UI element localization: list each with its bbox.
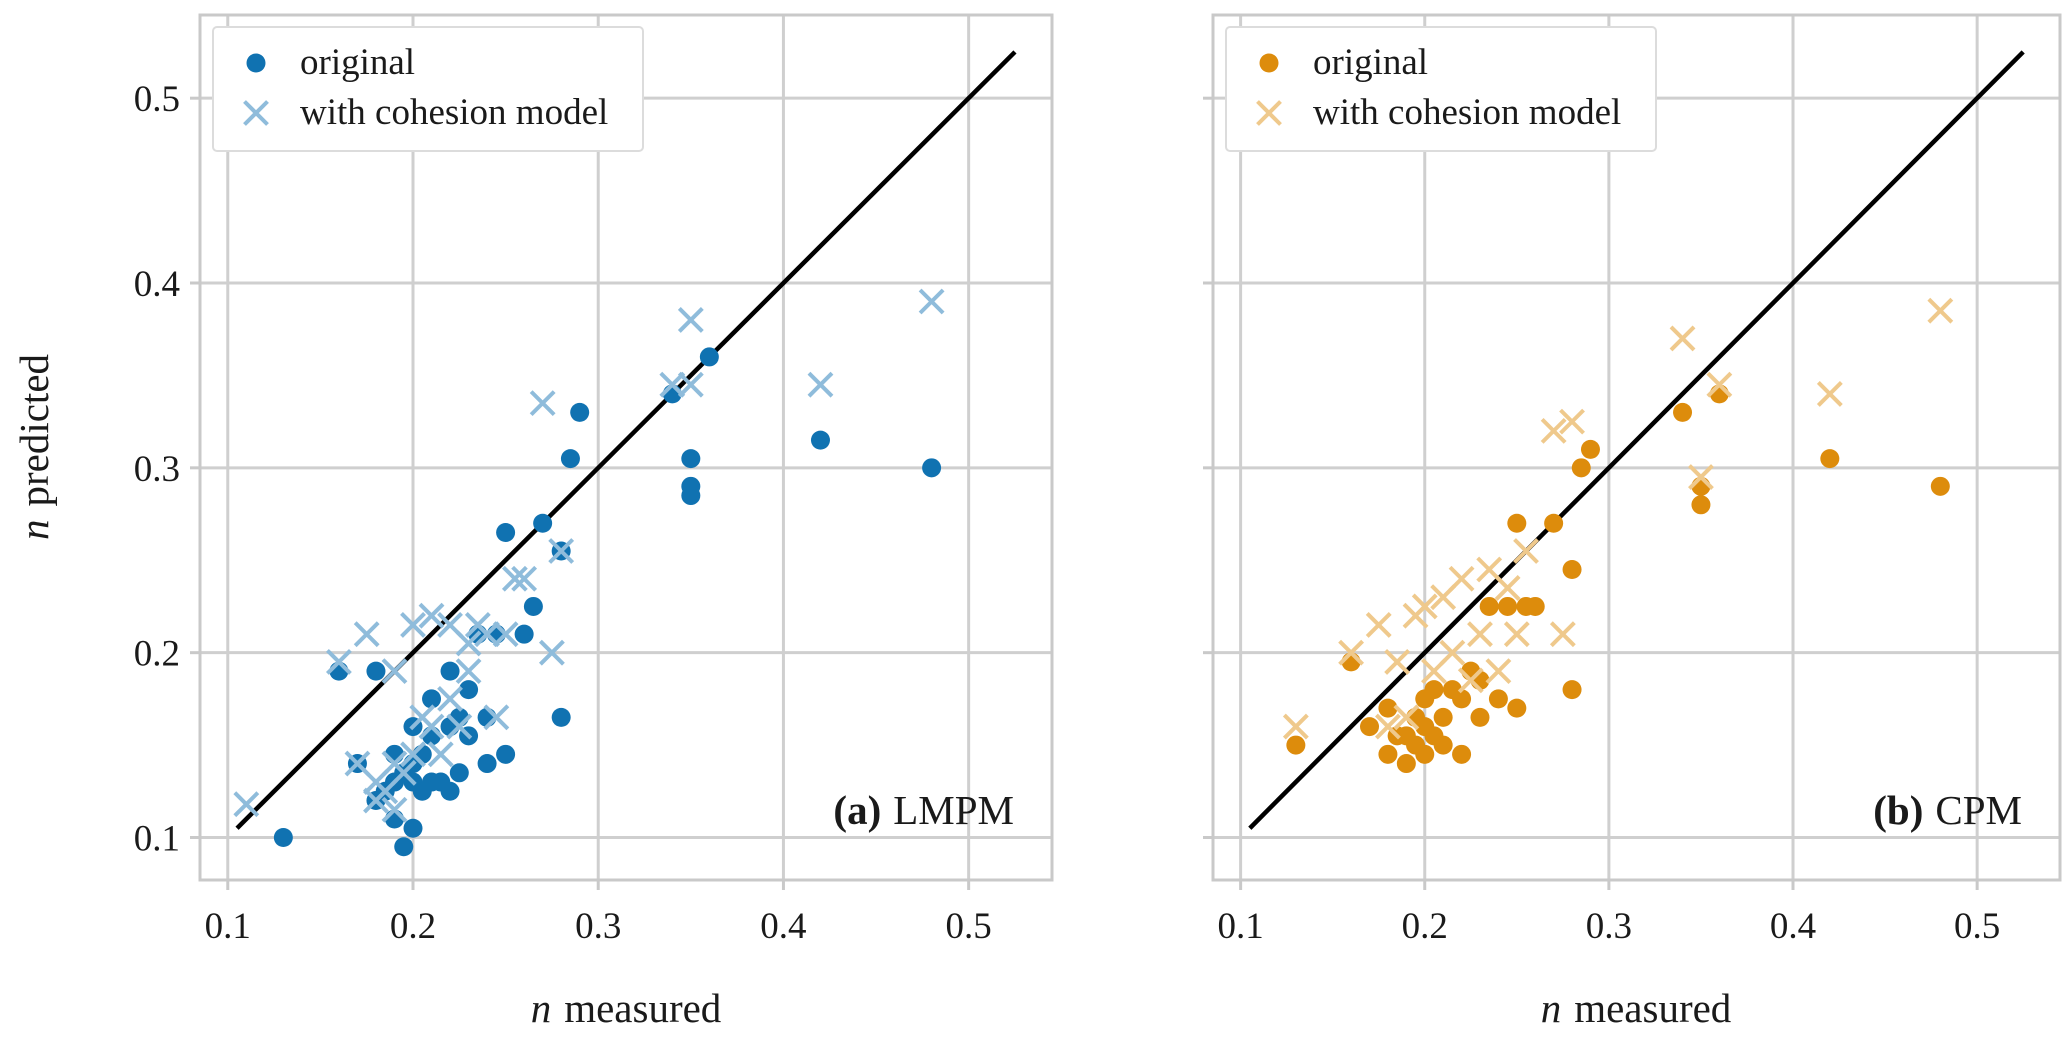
svg-text:0.2: 0.2 — [390, 906, 436, 947]
y-axis-title: npredicted — [11, 354, 57, 540]
legend-label-original: original — [1313, 41, 1429, 83]
svg-text:0.3: 0.3 — [1586, 906, 1632, 947]
legend-item-cohesion: with cohesion model — [1241, 90, 1621, 136]
panel-b-label: (b) CPM — [1873, 787, 2022, 833]
svg-text:0.4: 0.4 — [760, 906, 806, 947]
legend-label-cohesion: with cohesion model — [300, 91, 609, 133]
svg-text:0.1: 0.1 — [1217, 906, 1263, 947]
svg-text:0.1: 0.1 — [205, 906, 251, 947]
panel-a-label: (a) LMPM — [833, 787, 1014, 833]
svg-text:0.5: 0.5 — [1954, 906, 2000, 947]
legend-item-cohesion: with cohesion model — [228, 90, 608, 136]
svg-text:0.4: 0.4 — [1770, 906, 1816, 947]
scatter-plot-lmpm: 0.1 0.2 0.3 0.4 0.5 0.1 0.2 0.3 0.4 0.5 n measured… — [11, 13, 1054, 1031]
svg-text:0.1: 0.1 — [134, 818, 180, 859]
series-original — [1286, 384, 1950, 774]
svg-text:0.2: 0.2 — [134, 634, 180, 675]
svg-text:0.5: 0.5 — [134, 79, 180, 120]
svg-text:0.5: 0.5 — [946, 906, 992, 947]
legend-a: original with cohesion model — [212, 26, 645, 152]
x-axis-title-a: n measured — [531, 985, 722, 1031]
circle-marker-icon — [1259, 53, 1279, 73]
x-marker-icon — [1256, 100, 1282, 126]
chart-marks: 0.1 0.2 0.3 0.4 0.5 — [1203, 13, 2062, 947]
x-marker-icon — [243, 100, 269, 126]
legend-b: original with cohesion model — [1225, 26, 1658, 152]
svg-text:0.3: 0.3 — [575, 906, 621, 947]
svg-text:0.2: 0.2 — [1402, 906, 1448, 947]
circle-marker-icon — [246, 53, 266, 73]
series-cohesion — [1282, 297, 1954, 740]
svg-text:0.4: 0.4 — [134, 264, 180, 305]
scatter-plot-cpm: 0.1 0.2 0.3 0.4 0.5 n measured (b) CPM — [1203, 13, 2062, 1031]
legend-label-cohesion: with cohesion model — [1313, 91, 1622, 133]
legend-item-original: original — [228, 40, 608, 86]
svg-text:0.3: 0.3 — [134, 449, 180, 490]
series-cohesion — [233, 288, 945, 823]
x-axis-title-b: n measured — [1541, 985, 1732, 1031]
chart-marks: 0.1 0.2 0.3 0.4 0.5 0.1 0.2 0.3 0.4 0.5 — [134, 13, 1054, 947]
legend-item-original: original — [1241, 40, 1621, 86]
legend-label-original: original — [300, 41, 416, 83]
